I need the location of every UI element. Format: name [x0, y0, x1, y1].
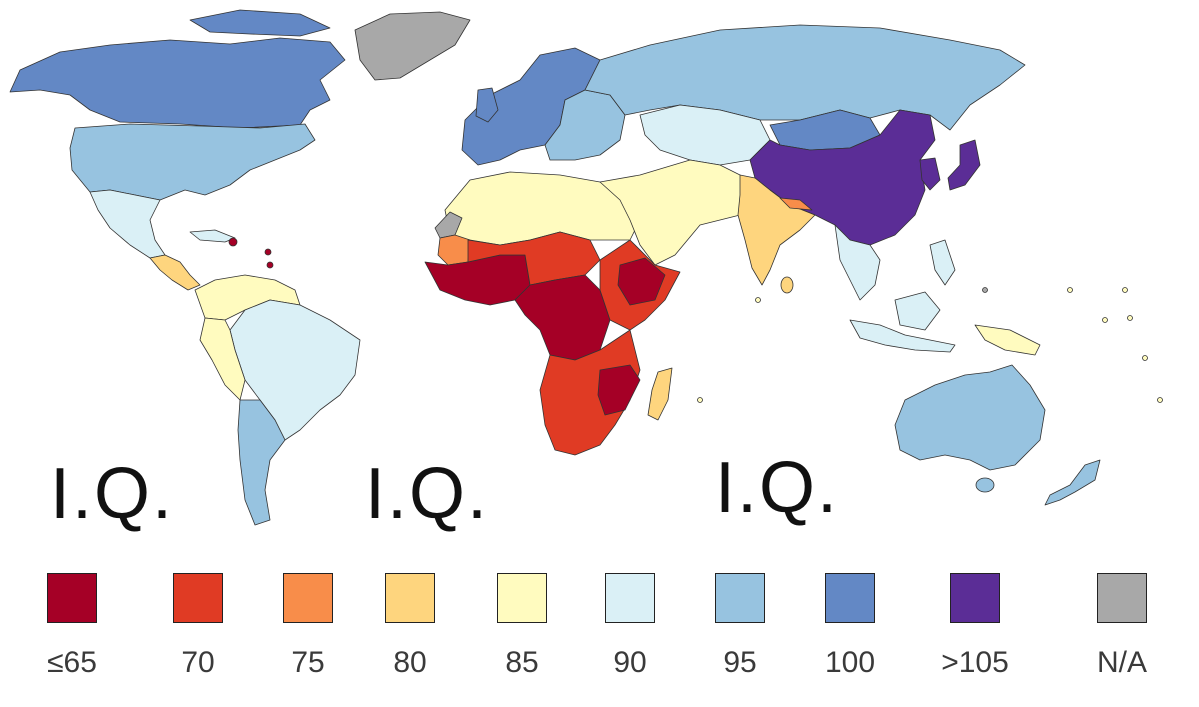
region-north-america-north	[9, 37, 346, 129]
region-ethiopia	[617, 257, 666, 306]
world-iq-map	[9, 9, 1163, 526]
region-middle-east	[599, 159, 761, 266]
region-tasmania	[975, 477, 995, 493]
iq-overlay-text-1: I.Q.	[50, 454, 175, 534]
legend-label: 100	[824, 646, 876, 679]
region-philippines	[929, 239, 956, 286]
region-united-states	[69, 123, 316, 201]
legend-swatch	[950, 573, 1000, 623]
region-arctic-islands	[189, 9, 331, 37]
region-mozambique	[597, 364, 641, 416]
region-new-zealand	[1044, 459, 1101, 506]
region-greenland	[354, 11, 471, 81]
legend-label: 95	[723, 646, 757, 679]
iq-overlay-text-2: I.Q.	[365, 454, 490, 534]
region-central-africa	[514, 274, 611, 361]
legend-label: >105	[941, 646, 1009, 679]
region-cuba	[189, 229, 236, 243]
legend-label: 70	[181, 646, 215, 679]
region-pacific-dot-1	[1067, 287, 1073, 293]
region-pacific-dot-3	[1102, 317, 1108, 323]
region-western-sahara	[434, 211, 463, 239]
region-caribbean-dot-2	[266, 261, 274, 269]
region-sri-lanka	[780, 276, 794, 294]
iq-overlay-text-3: I.Q.	[715, 448, 840, 528]
region-andes-west	[199, 317, 246, 401]
region-pacific-dot-7	[697, 397, 703, 403]
region-nepal	[779, 197, 813, 211]
region-mauritania	[437, 234, 471, 266]
legend-swatch	[605, 573, 655, 623]
region-borneo	[894, 291, 941, 331]
region-pacific-dot-9	[982, 287, 988, 293]
region-uk	[475, 87, 499, 123]
region-europe-east	[544, 89, 626, 161]
region-india	[737, 174, 816, 286]
region-mexico	[89, 189, 166, 259]
region-pacific-dot-2	[1122, 287, 1128, 293]
legend-swatch	[283, 573, 333, 623]
legend-swatch	[825, 573, 875, 623]
legend-swatch	[497, 573, 547, 623]
legend-swatch	[173, 573, 223, 623]
legend-label: 80	[393, 646, 427, 679]
legend-label: N/A	[1096, 646, 1147, 679]
region-west-africa	[424, 254, 531, 306]
region-southern-cone	[237, 399, 286, 526]
region-caribbean-dot-1	[264, 248, 272, 256]
region-papua-new-guinea	[974, 324, 1041, 356]
legend-label: 85	[505, 646, 539, 679]
region-indonesia	[849, 319, 956, 353]
region-pacific-dot-6	[1157, 397, 1163, 403]
legend-swatch	[385, 573, 435, 623]
legend-label: 90	[613, 646, 647, 679]
legend-swatch	[1097, 573, 1147, 623]
legend-label: ≤65	[47, 646, 97, 679]
region-pacific-dot-4	[1127, 315, 1133, 321]
legend-label: 75	[291, 646, 325, 679]
region-korea	[919, 157, 941, 191]
legend-swatch	[47, 573, 97, 623]
region-madagascar	[647, 367, 673, 421]
region-southeast-asia	[834, 224, 881, 301]
region-australia	[894, 364, 1046, 471]
legend-swatch	[715, 573, 765, 623]
region-pacific-dot-8	[755, 297, 761, 303]
region-central-america	[149, 254, 201, 291]
region-japan	[947, 139, 981, 191]
region-haiti	[228, 237, 238, 247]
region-pacific-dot-5	[1142, 355, 1148, 361]
region-southern-africa	[539, 329, 641, 456]
